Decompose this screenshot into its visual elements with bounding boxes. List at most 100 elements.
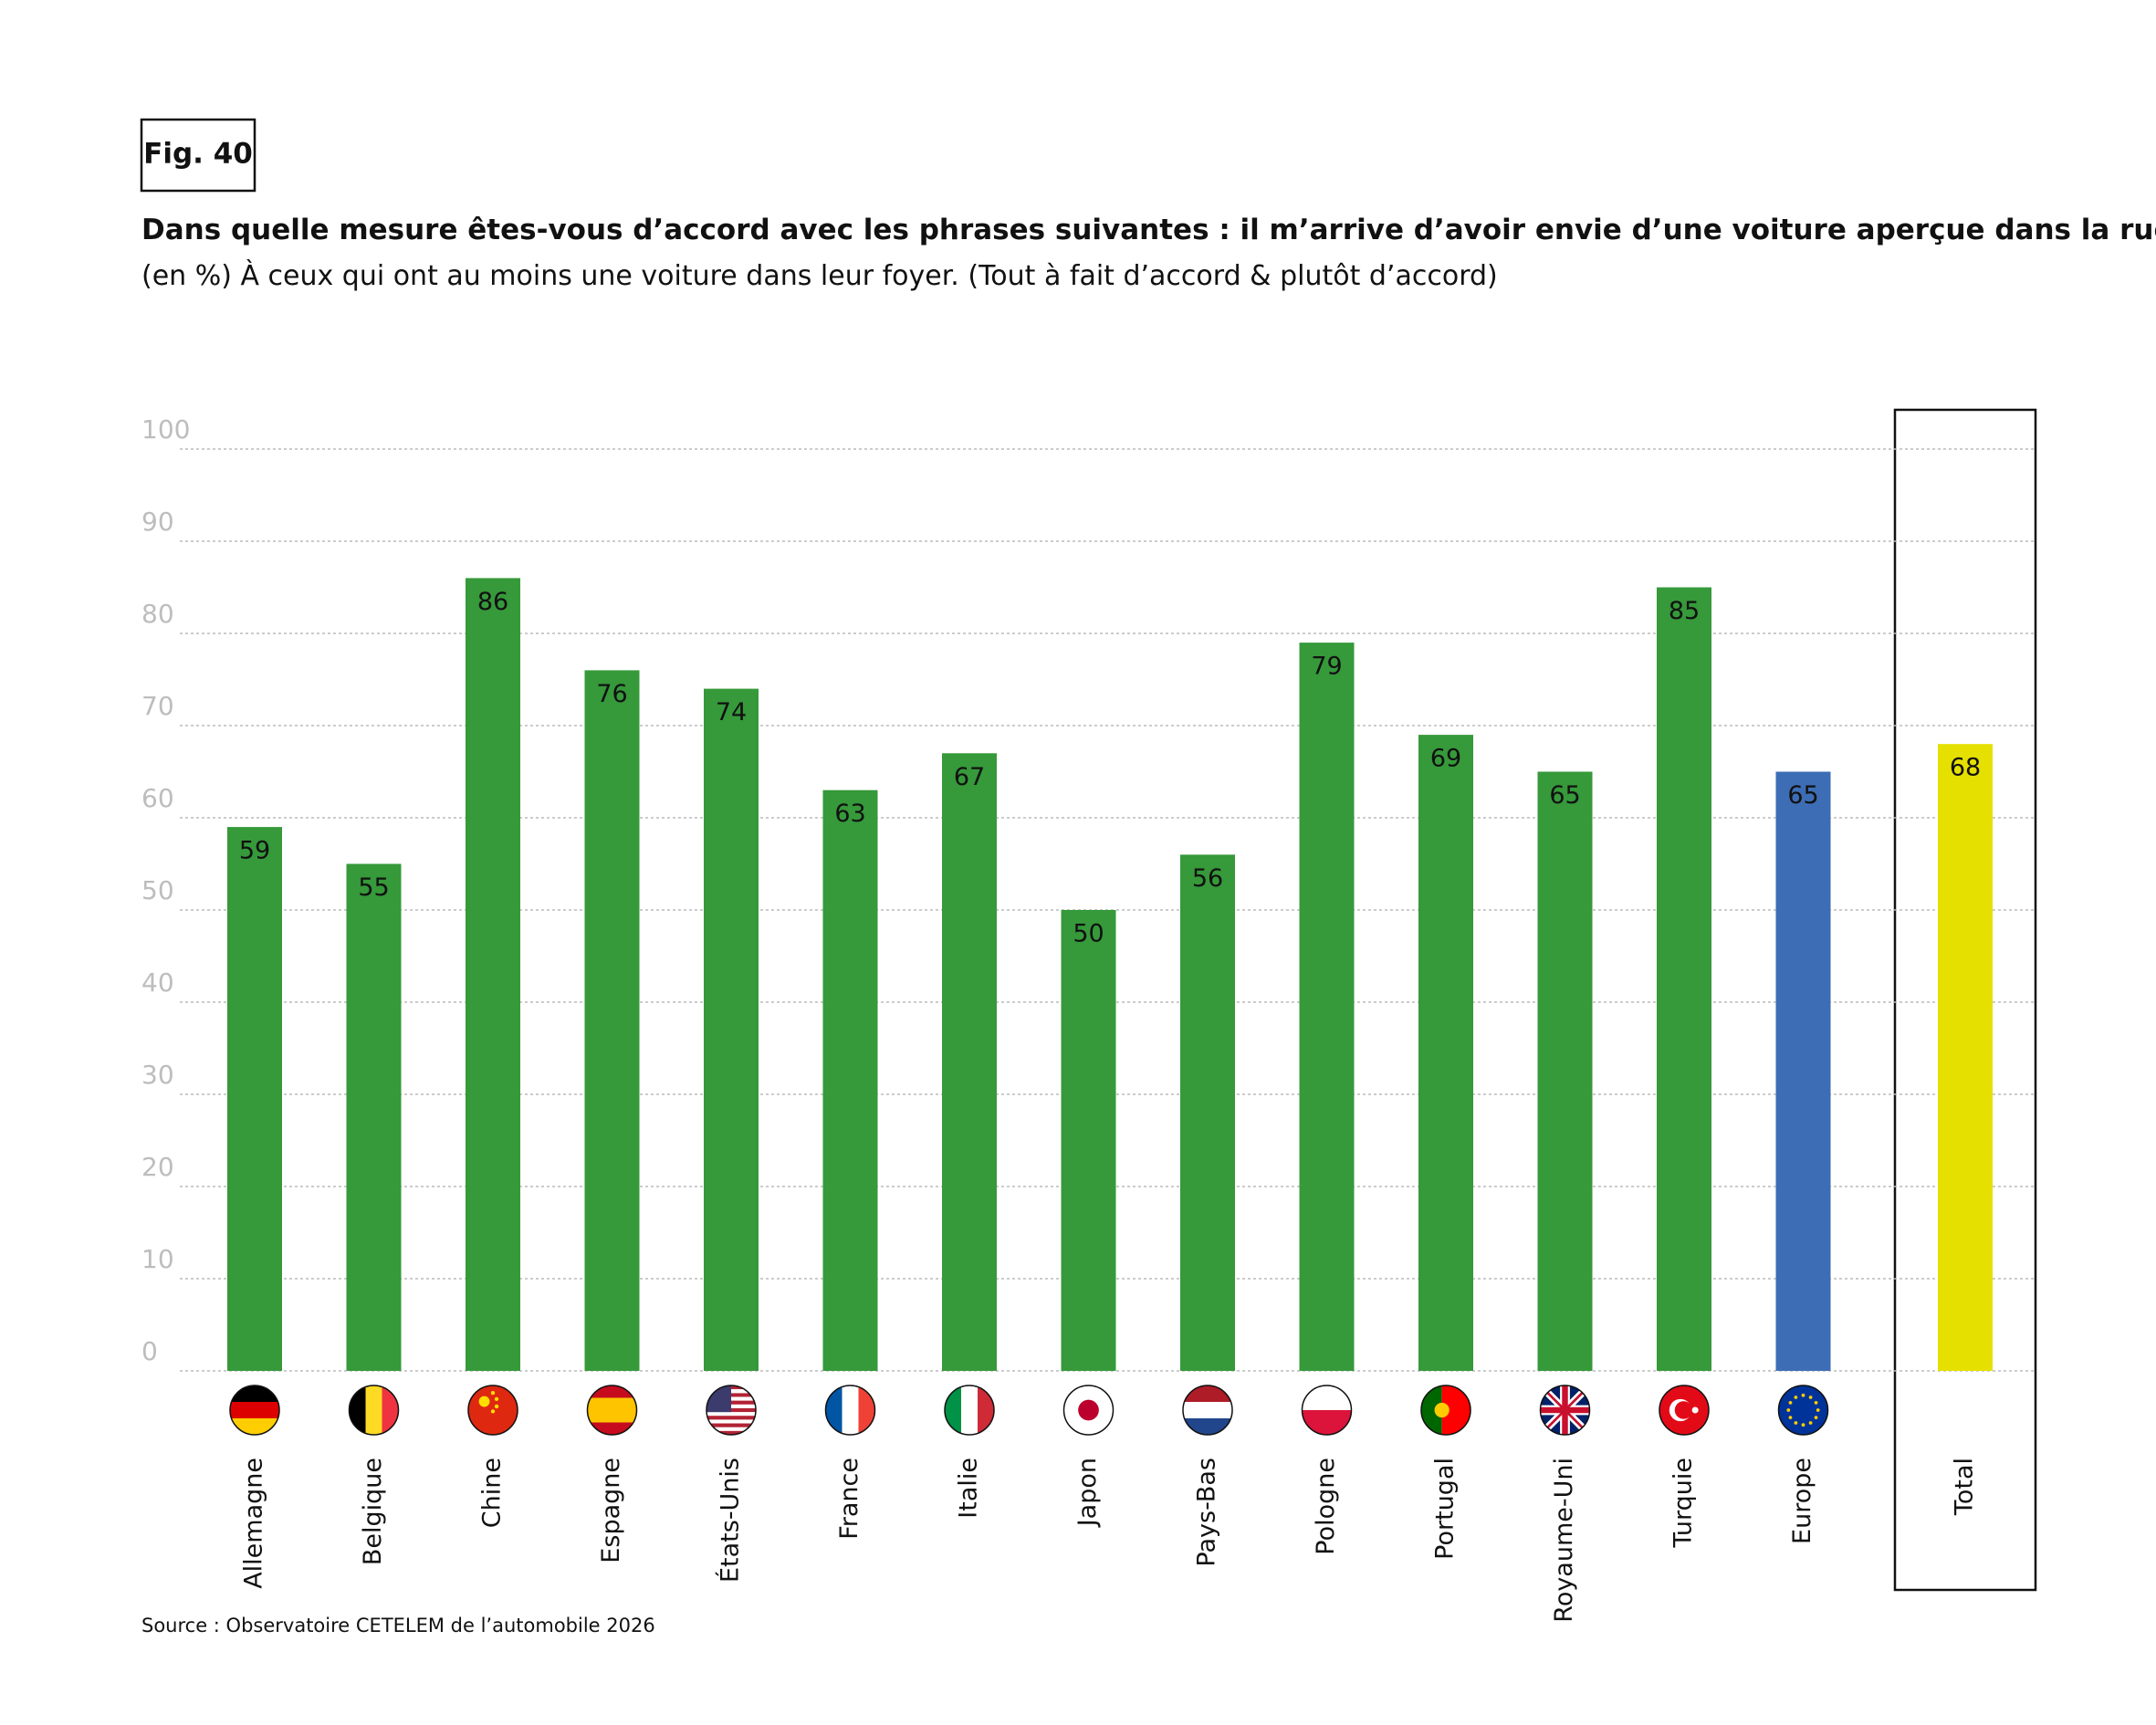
- flag: [1421, 1385, 1470, 1435]
- flag: [945, 1385, 994, 1435]
- flag-part: [961, 1385, 979, 1435]
- flag-part: [1183, 1418, 1232, 1435]
- flag-star: [1801, 1423, 1805, 1427]
- flag-outline: [944, 1385, 995, 1436]
- flag-star: [490, 1409, 496, 1414]
- y-tick-label: 50: [141, 875, 174, 905]
- value-label: 86: [477, 588, 508, 616]
- flag: [587, 1385, 637, 1435]
- flag-outline: [1420, 1385, 1471, 1436]
- y-tick-label: 0: [141, 1336, 158, 1366]
- x-tick-label: Allemagne: [240, 1458, 268, 1589]
- flag-star: [1808, 1421, 1813, 1425]
- bar: [1061, 910, 1116, 1371]
- flag-part: [1540, 1406, 1590, 1414]
- x-tick-label: Espagne: [597, 1458, 625, 1563]
- value-label: 56: [1192, 864, 1223, 893]
- flag-star: [1814, 1416, 1818, 1419]
- bar: [227, 827, 282, 1371]
- flag-part: [1421, 1385, 1442, 1435]
- flag-outline: [348, 1385, 400, 1436]
- flag: [468, 1385, 518, 1435]
- bar: [1180, 854, 1235, 1371]
- bar: [942, 753, 997, 1371]
- x-tick-label: Europe: [1788, 1458, 1816, 1544]
- bar: [1299, 643, 1355, 1371]
- flag-star: [1794, 1396, 1798, 1399]
- flag: [1183, 1385, 1232, 1435]
- flag-outline: [1182, 1385, 1233, 1436]
- flag-part: [230, 1418, 279, 1435]
- y-tick-label: 60: [141, 783, 174, 813]
- flag: [349, 1385, 399, 1435]
- bar: [584, 670, 640, 1371]
- flag-part: [1302, 1385, 1352, 1411]
- bar: [1657, 587, 1711, 1371]
- flag-part: [587, 1397, 637, 1423]
- x-tick-label: Total: [1951, 1458, 1979, 1516]
- chart-title: Dans quelle mesure êtes-vous d’accord av…: [141, 214, 2156, 246]
- flag-part: [978, 1385, 994, 1435]
- value-label: 74: [716, 698, 747, 727]
- flag-star: [494, 1404, 499, 1409]
- flag: [1063, 1385, 1114, 1435]
- flag-outline: [1301, 1385, 1353, 1436]
- total-box: [1893, 408, 2037, 1592]
- flag-part: [945, 1385, 962, 1435]
- flag: [825, 1385, 875, 1435]
- flag-outline: [824, 1385, 876, 1436]
- flag-star: [1801, 1393, 1805, 1397]
- x-tick-label: Turquie: [1669, 1458, 1698, 1549]
- bar: [1938, 744, 1993, 1371]
- value-label: 67: [954, 763, 985, 791]
- flag-star: [494, 1396, 499, 1402]
- x-tick-label: Pays-Bas: [1193, 1458, 1221, 1567]
- flag-crescent: [1674, 1401, 1693, 1419]
- flag: [1540, 1385, 1590, 1435]
- flag-outline: [706, 1385, 757, 1436]
- flag-part: [230, 1385, 279, 1403]
- value-label: 76: [596, 680, 627, 708]
- flag-outline: [229, 1385, 280, 1436]
- flag-star: [1808, 1396, 1813, 1399]
- flag-part: [1183, 1385, 1232, 1403]
- flag: [1778, 1385, 1828, 1435]
- x-tick-label: Italie: [955, 1458, 983, 1519]
- flag: [1659, 1385, 1709, 1435]
- value-label: 69: [1430, 745, 1461, 773]
- flag-disc: [1078, 1399, 1099, 1421]
- value-label: 79: [1311, 653, 1342, 681]
- flag-star: [1794, 1421, 1798, 1425]
- figure-label: Fig. 40: [143, 138, 253, 171]
- flag-part: [230, 1402, 279, 1419]
- flag-star: [1788, 1401, 1793, 1405]
- x-tick-label: France: [835, 1458, 863, 1540]
- source: Source : Observatoire CETELEM de l’autom…: [141, 1615, 655, 1636]
- y-tick-label: 30: [141, 1060, 174, 1090]
- flag-part: [858, 1385, 875, 1435]
- flag-part: [1302, 1410, 1352, 1435]
- x-tick-label: Japon: [1073, 1458, 1102, 1528]
- flag-outline: [1777, 1385, 1829, 1436]
- y-tick-label: 10: [141, 1244, 174, 1274]
- x-tick-label: Portugal: [1431, 1458, 1460, 1560]
- flag-outline: [1539, 1385, 1591, 1436]
- figure-label-box: [140, 118, 256, 193]
- bar: [1775, 771, 1831, 1371]
- bar: [466, 578, 520, 1371]
- bar: [1537, 771, 1593, 1371]
- y-tick-label: 20: [141, 1152, 174, 1182]
- value-label: 50: [1073, 920, 1104, 948]
- flag-star: [1788, 1416, 1793, 1419]
- flag-part: [842, 1385, 860, 1435]
- flag-part: [825, 1385, 843, 1435]
- value-label: 65: [1549, 781, 1580, 810]
- flag-part: [365, 1385, 383, 1435]
- flag-star: [490, 1390, 496, 1396]
- x-tick-label: États-Unis: [716, 1458, 745, 1583]
- y-tick-label: 40: [141, 967, 174, 998]
- y-tick-label: 80: [141, 599, 174, 629]
- value-label: 63: [834, 800, 865, 828]
- flag-star: [478, 1396, 490, 1407]
